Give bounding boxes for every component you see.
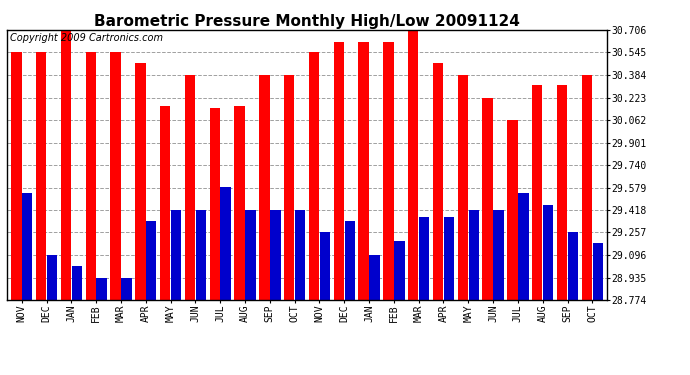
Bar [221, 188, 231, 300]
Bar [433, 63, 443, 300]
Bar [383, 42, 393, 300]
Bar [419, 217, 429, 300]
Bar [160, 106, 170, 300]
Bar [344, 221, 355, 300]
Bar [259, 75, 270, 300]
Bar [135, 63, 146, 300]
Bar [121, 278, 132, 300]
Bar [557, 85, 567, 300]
Bar [61, 30, 71, 300]
Bar [593, 243, 603, 300]
Bar [444, 217, 454, 300]
Bar [47, 255, 57, 300]
Bar [146, 221, 157, 300]
Bar [72, 266, 82, 300]
Bar [284, 75, 295, 300]
Bar [97, 278, 107, 300]
Bar [270, 210, 281, 300]
Bar [22, 193, 32, 300]
Bar [568, 232, 578, 300]
Bar [457, 75, 468, 300]
Bar [333, 42, 344, 300]
Bar [319, 232, 330, 300]
Bar [295, 210, 305, 300]
Bar [171, 210, 181, 300]
Bar [543, 204, 553, 300]
Bar [36, 53, 46, 300]
Bar [358, 42, 369, 300]
Bar [493, 210, 504, 300]
Text: Copyright 2009 Cartronics.com: Copyright 2009 Cartronics.com [10, 33, 163, 43]
Bar [110, 53, 121, 300]
Title: Barometric Pressure Monthly High/Low 20091124: Barometric Pressure Monthly High/Low 200… [94, 14, 520, 29]
Bar [469, 210, 479, 300]
Bar [408, 30, 418, 300]
Bar [210, 108, 220, 300]
Bar [518, 193, 529, 300]
Bar [245, 210, 256, 300]
Bar [482, 98, 493, 300]
Bar [394, 241, 404, 300]
Bar [582, 75, 592, 300]
Bar [86, 53, 96, 300]
Bar [507, 120, 518, 300]
Bar [369, 255, 380, 300]
Bar [185, 75, 195, 300]
Bar [196, 210, 206, 300]
Bar [235, 106, 245, 300]
Bar [11, 53, 21, 300]
Bar [309, 53, 319, 300]
Bar [532, 85, 542, 300]
